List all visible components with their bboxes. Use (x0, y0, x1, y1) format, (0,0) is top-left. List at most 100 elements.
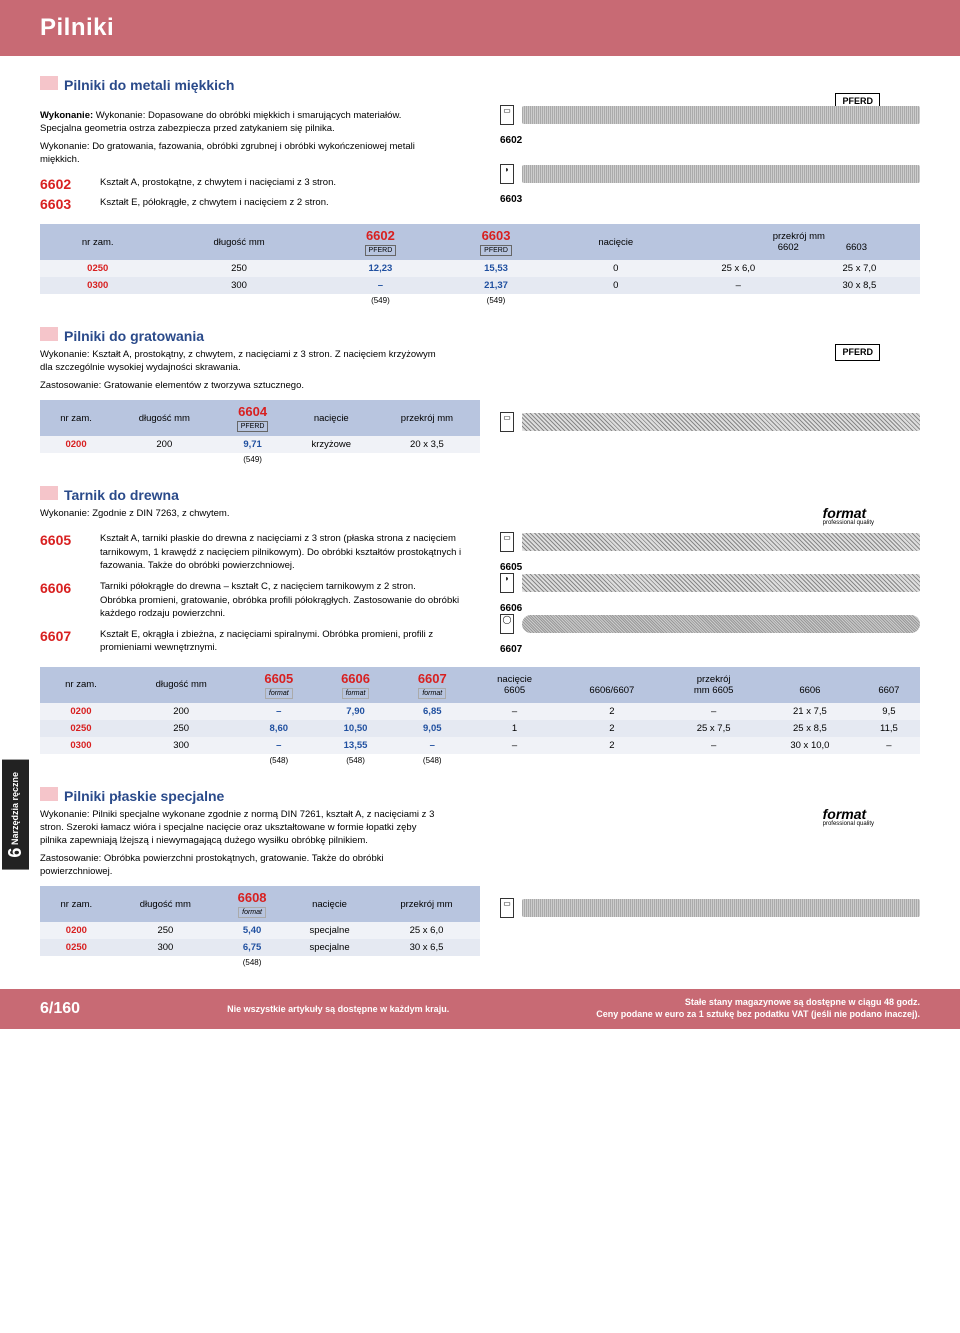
product-code-line: 6605 Kształt A, tarniki płaskie do drewn… (40, 532, 480, 572)
product-image-row: ◯ (500, 614, 920, 634)
product-code: 6603 (40, 196, 100, 212)
th-cut2: 6606/6607 (559, 667, 666, 703)
section-desc: Wykonanie: Kształt A, prostokątny, z chw… (40, 348, 440, 375)
product-image-row: ▭ (500, 532, 920, 552)
section-marker-icon (40, 486, 58, 500)
th-code: 6608format (218, 886, 286, 922)
th-order: nr zam. (40, 400, 112, 436)
product-code: 6607 (40, 628, 100, 644)
file-image (522, 533, 920, 551)
file-image (522, 574, 920, 592)
product-image-row: ▭ (500, 412, 920, 432)
file-image (522, 615, 920, 633)
th-order: nr zam. (40, 224, 155, 260)
file-image (522, 106, 920, 124)
th-cut: nacięcie (554, 224, 678, 260)
section-title: Pilniki do gratowania (64, 328, 204, 344)
th-length: długość mm (155, 224, 322, 260)
product-code-desc: Kształt A, tarniki płaskie do drewna z n… (100, 532, 480, 572)
table-row: 0300 300 – 21,37 0 – 30 x 8,5 (40, 277, 920, 294)
table-row: 0200200 –7,906,85 –2–21 x 7,59,5 (40, 703, 920, 720)
section-desc-2: Zastosowanie: Gratowanie elementów z two… (40, 379, 440, 392)
section-deburring-files: Pilniki do gratowania PFERD Wykonanie: K… (40, 327, 920, 466)
th-cut: nacięcie (286, 886, 373, 922)
section-desc: Wykonanie: Zgodnie z DIN 7263, z chwytem… (40, 507, 440, 520)
image-label: 6605 (500, 562, 920, 573)
th-sec3: 6607 (858, 667, 920, 703)
footer-note-mid: Nie wszystkie artykuły są dostępne w każ… (227, 1004, 449, 1014)
table-row: 0250 250 12,23 15,53 0 25 x 6,0 25 x 7,0 (40, 260, 920, 277)
product-code-desc: Tarniki półokrągłe do drewna – kształt C… (100, 580, 480, 620)
section-special-flat-files: Pilniki płaskie specjalne formatprofessi… (40, 787, 920, 969)
image-label: 6607 (500, 644, 920, 655)
th-order: nr zam. (40, 886, 113, 922)
th-code: 6603PFERD (438, 224, 554, 260)
product-code-desc: Kształt E, okrągła i zbieżna, z nacięcia… (100, 628, 480, 655)
section-marker-icon (40, 76, 58, 90)
product-image-row: ◗ (500, 164, 920, 184)
th-code: 6602PFERD (323, 224, 439, 260)
product-code: 6606 (40, 580, 100, 596)
product-image-row: ▭ (500, 898, 920, 918)
image-label: 6602 (500, 135, 920, 146)
file-image (522, 413, 920, 431)
product-code-line: 6603 Kształt E, półokrągłe, z chwytem i … (40, 196, 480, 212)
product-code: 6602 (40, 176, 100, 192)
th-sec: przekrójmm 6605 (665, 667, 762, 703)
section-title: Pilniki płaskie specjalne (64, 788, 224, 804)
product-code-line: 6606 Tarniki półokrągłe do drewna – kszt… (40, 580, 480, 620)
product-image-row: ◗ (500, 573, 920, 593)
th-code: 6607format (394, 667, 471, 703)
th-length: długość mm (112, 400, 216, 436)
table-foot: (549) (40, 453, 480, 466)
profile-icon: ▭ (500, 532, 514, 552)
profile-icon: ▭ (500, 412, 514, 432)
section-desc: Wykonanie: Pilniki specjalne wykonane zg… (40, 808, 440, 848)
section-wood-rasps: Tarnik do drewna formatprofessional qual… (40, 486, 920, 767)
product-code-line: 6607 Kształt E, okrągła i zbieżna, z nac… (40, 628, 480, 655)
section-marker-icon (40, 327, 58, 341)
th-length: długość mm (122, 667, 241, 703)
th-code: 6606format (317, 667, 394, 703)
th-cut: nacięcie6605 (471, 667, 559, 703)
page-title: Pilniki (40, 14, 920, 42)
th-code: 6605format (240, 667, 317, 703)
table-foot: (549)(549) (40, 294, 920, 307)
profile-icon: ◗ (500, 573, 514, 593)
page-header: Pilniki (0, 0, 960, 56)
profile-icon: ◯ (500, 614, 514, 634)
th-order: nr zam. (40, 667, 122, 703)
section-title: Pilniki do metali miękkich (64, 77, 234, 93)
product-code: 6605 (40, 532, 100, 548)
section-desc: Wykonanie: Wykonanie: Dopasowane do obró… (40, 109, 440, 136)
section-desc-2: Wykonanie: Do gratowania, fazowania, obr… (40, 140, 440, 167)
table-row: 0300300 –13,55– –2–30 x 10,0– (40, 737, 920, 754)
pricing-table: nr zam. długość mm 6602PFERD 6603PFERD n… (40, 224, 920, 307)
file-image (522, 899, 920, 917)
product-code-desc: Kształt E, półokrągłe, z chwytem i nacię… (100, 196, 329, 209)
th-section: przekrój mm (373, 886, 480, 922)
file-image (522, 165, 920, 183)
sidebar-label: Narzędzia ręczne (10, 772, 20, 845)
table-row: 0200250 5,40specjalne25 x 6,0 (40, 922, 480, 939)
table-row: 0250300 6,75specjalne30 x 6,5 (40, 939, 480, 956)
section-desc-2: Zastosowanie: Obróbka powierzchni prosto… (40, 852, 440, 879)
product-code-desc: Kształt A, prostokątne, z chwytem i naci… (100, 176, 336, 189)
section-marker-icon (40, 787, 58, 801)
th-section: przekrój mm66026603 (678, 224, 920, 260)
brand-logo-format: formatprofessional quality (817, 503, 880, 529)
profile-icon: ▭ (500, 105, 514, 125)
th-sec2: 6606 (762, 667, 858, 703)
page-number: 6/160 (40, 1000, 80, 1018)
table-foot: (548)(548)(548) (40, 754, 920, 767)
th-length: długość mm (113, 886, 218, 922)
brand-logo-format: formatprofessional quality (817, 804, 880, 830)
th-cut: nacięcie (289, 400, 374, 436)
page-footer: 6/160 Nie wszystkie artykuły są dostępne… (0, 989, 960, 1028)
image-label: 6606 (500, 603, 920, 614)
table-row: 0250250 8,6010,509,05 1225 x 7,525 x 8,5… (40, 720, 920, 737)
product-code-line: 6602 Kształt A, prostokątne, z chwytem i… (40, 176, 480, 192)
product-image-row: ▭ (500, 105, 920, 125)
section-title: Tarnik do drewna (64, 487, 179, 503)
brand-logo-pferd: PFERD (835, 344, 880, 361)
